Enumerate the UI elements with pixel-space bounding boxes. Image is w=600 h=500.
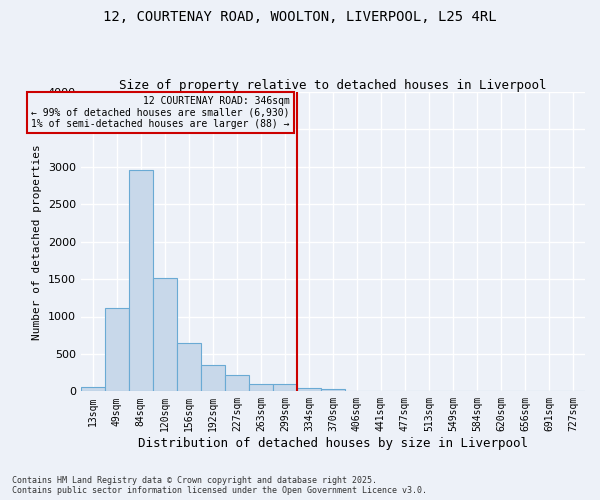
Bar [273, 384, 297, 392]
X-axis label: Distribution of detached houses by size in Liverpool: Distribution of detached houses by size … [138, 437, 528, 450]
Text: Contains HM Land Registry data © Crown copyright and database right 2025.
Contai: Contains HM Land Registry data © Crown c… [12, 476, 427, 495]
Bar [177, 344, 201, 392]
Bar [201, 365, 225, 392]
Bar [321, 389, 345, 392]
Y-axis label: Number of detached properties: Number of detached properties [32, 144, 43, 340]
Bar [105, 308, 129, 392]
Title: Size of property relative to detached houses in Liverpool: Size of property relative to detached ho… [119, 79, 547, 92]
Bar [153, 278, 177, 392]
Bar [81, 387, 105, 392]
Bar [129, 170, 153, 392]
Bar [249, 384, 273, 392]
Text: 12 COURTENAY ROAD: 346sqm
← 99% of detached houses are smaller (6,930)
1% of sem: 12 COURTENAY ROAD: 346sqm ← 99% of detac… [31, 96, 290, 129]
Bar [225, 375, 249, 392]
Bar [297, 388, 321, 392]
Text: 12, COURTENAY ROAD, WOOLTON, LIVERPOOL, L25 4RL: 12, COURTENAY ROAD, WOOLTON, LIVERPOOL, … [103, 10, 497, 24]
